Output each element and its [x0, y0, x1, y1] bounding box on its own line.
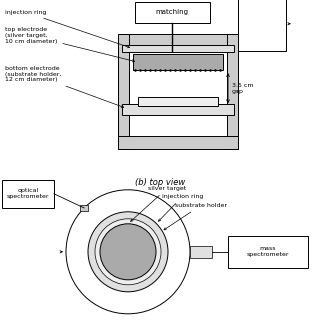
Bar	[118, 34, 129, 149]
Bar	[238, 0, 286, 51]
Bar	[133, 54, 223, 70]
Circle shape	[100, 224, 156, 280]
Bar	[122, 45, 234, 52]
Bar	[228, 236, 308, 268]
Text: bottom electrode
(substrate holder,
12 cm diameter): bottom electrode (substrate holder, 12 c…	[5, 66, 124, 108]
Bar	[190, 246, 212, 258]
Bar	[118, 34, 238, 47]
Text: mass
spectrometer: mass spectrometer	[247, 246, 289, 257]
Text: top electrode
(silver target,
10 cm diameter): top electrode (silver target, 10 cm diam…	[5, 28, 134, 62]
Text: matching: matching	[156, 9, 188, 15]
Text: (b) top view: (b) top view	[135, 178, 185, 187]
Text: optical
spectrometer: optical spectrometer	[7, 188, 49, 199]
Bar	[2, 180, 54, 208]
Bar	[80, 205, 88, 211]
Text: injection ring: injection ring	[5, 10, 130, 48]
Text: injection ring: injection ring	[158, 194, 204, 221]
Bar	[122, 104, 234, 115]
Bar	[227, 34, 238, 149]
Text: substrate holder: substrate holder	[164, 203, 227, 230]
Bar	[138, 97, 218, 106]
Text: 3.5 cm
gap: 3.5 cm gap	[232, 83, 253, 93]
Bar	[118, 136, 238, 149]
Bar	[135, 2, 210, 23]
Bar	[118, 34, 129, 149]
Circle shape	[88, 212, 168, 292]
Text: silver target: silver target	[131, 186, 186, 221]
Circle shape	[95, 219, 161, 285]
